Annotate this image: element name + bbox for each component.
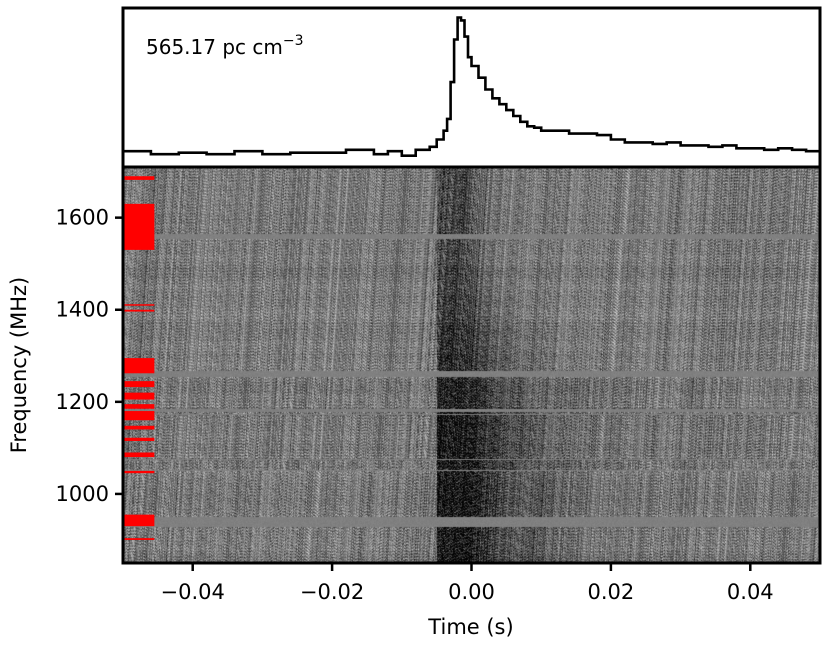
y-axis-label: Frequency (MHz) <box>7 277 31 453</box>
flagged-channel-marker <box>123 411 155 421</box>
flagged-channel-marker <box>123 404 155 409</box>
profile-background <box>123 8 820 167</box>
dispersion-measure-label: 565.17 pc cm−3 <box>146 33 304 59</box>
x-tick-label: −0.04 <box>161 580 225 604</box>
x-axis-label: Time (s) <box>427 615 513 639</box>
flagged-channel-marker <box>123 304 155 306</box>
pulse-profile-line <box>123 16 820 157</box>
flagged-channel-markers <box>123 176 155 540</box>
flagged-channel-marker <box>123 425 155 430</box>
flagged-channel-marker <box>123 309 155 312</box>
x-axis: −0.04 −0.02 0.00 0.02 0.04 <box>161 563 774 604</box>
flagged-channel-marker <box>123 381 155 388</box>
flagged-channel-marker <box>123 392 155 400</box>
flagged-channel-marker <box>123 358 155 374</box>
dynamic-spectrum-panel: −0.04 −0.02 0.00 0.02 0.04 1000120014001600 … <box>7 165 822 639</box>
flagged-channel-marker <box>123 452 155 458</box>
flagged-channel-marker <box>123 514 155 527</box>
dynamic-spectrum-heatmap <box>123 167 820 563</box>
flagged-channel-marker <box>123 470 155 474</box>
x-tick-label: 0.00 <box>448 580 495 604</box>
y-tick-label: 1000 <box>56 482 109 506</box>
x-tick-label: 0.02 <box>588 580 635 604</box>
y-tick-label: 1400 <box>56 298 109 322</box>
flagged-channel-marker <box>123 538 155 540</box>
pulse-profile-panel: 565.17 pc cm−3 <box>121 6 822 169</box>
y-axis: 1000 1200 1400 1600 <box>56 206 123 506</box>
x-tick-label: −0.02 <box>300 580 364 604</box>
x-tick-label: 0.04 <box>727 580 774 604</box>
flagged-channel-marker <box>123 437 155 441</box>
y-tick-label: 1200 <box>56 390 109 414</box>
flagged-channel-marker <box>123 203 155 250</box>
flagged-channel-marker <box>123 176 155 180</box>
y-tick-label: 1600 <box>56 206 109 230</box>
